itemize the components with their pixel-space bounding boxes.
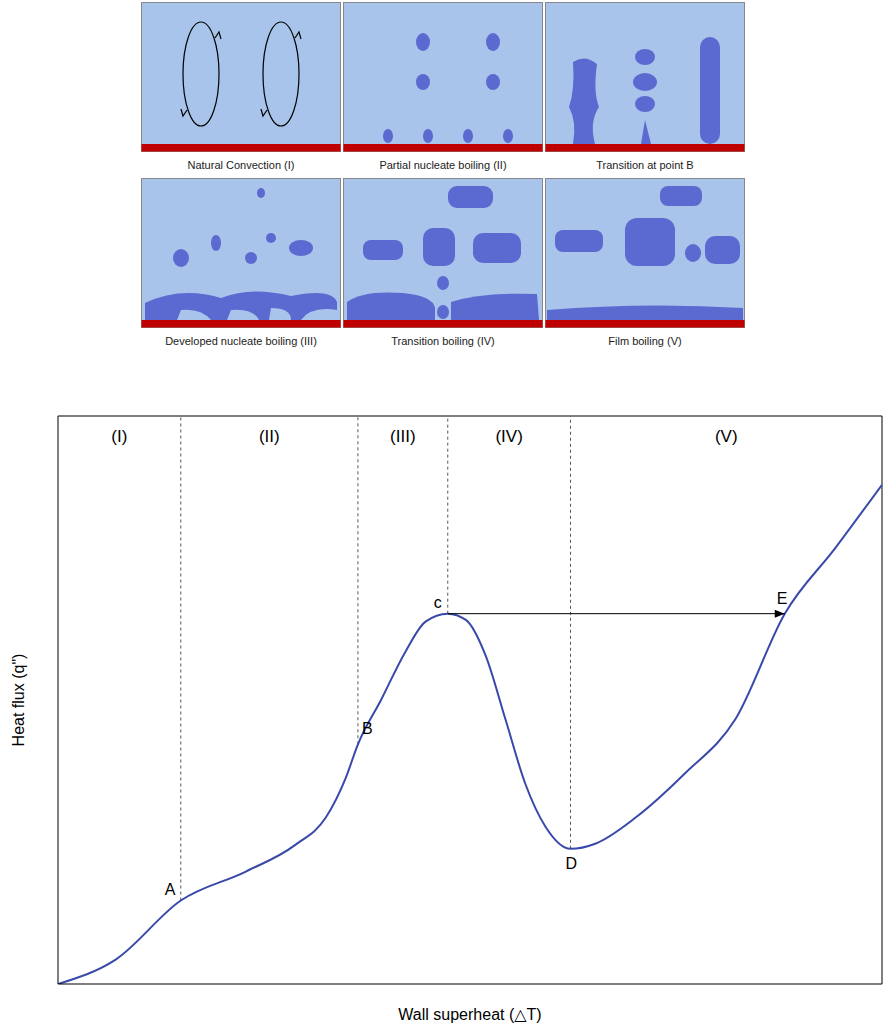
html-text:Transition at point B: Transition at point B (596, 159, 694, 171)
html-text:Natural Convection (I): Natural Convection (I) (187, 159, 295, 171)
svg-text:(II): (II) (259, 427, 280, 446)
svg-text:Wall superheat (△T): Wall superheat (△T) (398, 1006, 541, 1023)
html-text:Partial nucleate boiling (II): Partial nucleate boiling (II) (379, 159, 507, 171)
svg-text:Heat flux (q"): Heat flux (q") (10, 654, 27, 747)
html-text:Developed nucleate boiling (II: Developed nucleate boiling (III) (165, 335, 317, 347)
svg-text:E: E (777, 590, 788, 607)
svg-text:B: B (362, 720, 373, 737)
svg-text:A: A (165, 881, 176, 898)
svg-text:(III): (III) (390, 427, 416, 446)
svg-text:D: D (566, 855, 578, 872)
svg-text:(V): (V) (715, 427, 738, 446)
svg-text:c: c (434, 594, 442, 611)
html-text:Film boiling (V): Film boiling (V) (608, 335, 682, 347)
svg-text:(I): (I) (111, 427, 127, 446)
html-text:Transition boiling (IV): Transition boiling (IV) (391, 335, 495, 347)
svg-text:(IV): (IV) (495, 427, 522, 446)
